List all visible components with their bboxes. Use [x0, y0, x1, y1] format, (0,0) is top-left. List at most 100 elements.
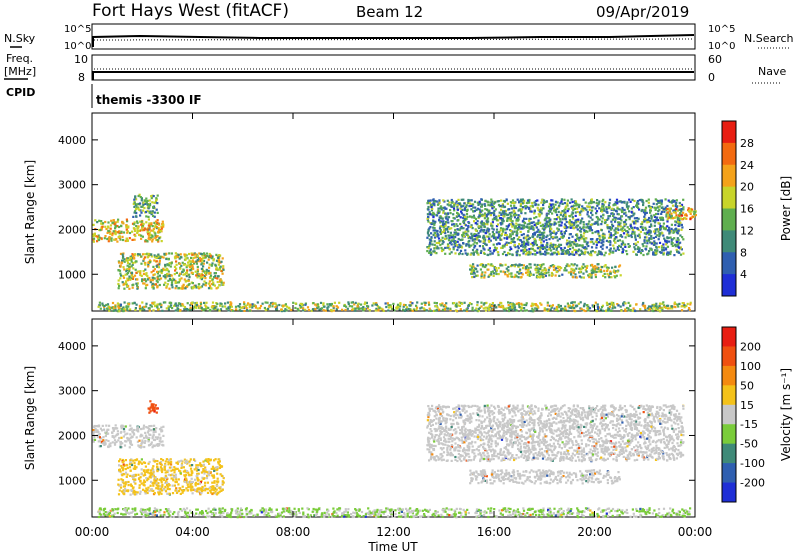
echo-cell	[453, 202, 456, 205]
echo-cell	[214, 458, 217, 461]
echo-cell	[150, 253, 153, 256]
echo-cell	[525, 205, 528, 208]
echo-cell	[628, 198, 631, 201]
echo-cell	[183, 255, 187, 258]
echo-cell	[442, 220, 445, 223]
echo-cell	[561, 218, 564, 221]
echo-cell	[129, 439, 132, 443]
echo-cell	[678, 218, 681, 221]
echo-cell	[121, 220, 124, 223]
echo-cell	[467, 226, 470, 229]
echo-cell	[582, 237, 585, 240]
echo-cell	[274, 302, 277, 305]
echo-cell	[627, 245, 630, 248]
echo-cell	[442, 241, 445, 244]
echo-cell	[676, 218, 679, 221]
echo-cell	[448, 227, 451, 230]
echo-cell	[154, 430, 157, 433]
echo-cell	[362, 306, 365, 309]
echo-cell	[492, 211, 495, 214]
echo-cell	[440, 205, 443, 208]
echo-cell	[554, 268, 557, 271]
echo-cell	[507, 241, 510, 245]
echo-cell	[560, 266, 563, 270]
echo-cell	[480, 198, 483, 201]
echo-cell	[528, 227, 531, 230]
echo-cell	[634, 220, 637, 223]
echo-cell	[588, 276, 591, 279]
echo-cell	[559, 218, 562, 221]
echo-cell	[315, 304, 318, 307]
echo-cell	[153, 301, 156, 304]
echo-cell	[111, 221, 114, 224]
echo-cell	[591, 218, 594, 221]
echo-cell	[550, 207, 553, 210]
echo-cell	[570, 273, 573, 276]
echo-cell	[576, 207, 579, 210]
echo-cell	[595, 238, 598, 241]
echo-cell	[618, 265, 621, 268]
echo-cell	[140, 220, 143, 223]
echo-cell	[151, 282, 154, 285]
echo-cell	[607, 240, 610, 243]
echo-cell	[540, 244, 543, 247]
echo-cell	[608, 233, 611, 236]
echo-cell	[460, 205, 463, 208]
echo-cell	[127, 480, 130, 484]
echo-cell	[382, 309, 385, 312]
echo-cell	[482, 234, 485, 237]
echo-cell	[141, 301, 144, 304]
echo-cell	[472, 234, 475, 237]
echo-cell	[264, 301, 267, 304]
echo-cell	[521, 206, 524, 209]
echo-cell	[448, 201, 451, 204]
echo-cell	[99, 445, 102, 448]
echo-cell	[164, 263, 167, 266]
echo-cell	[461, 238, 464, 241]
colorbar-tick-label: 8	[740, 246, 747, 259]
echo-cell	[211, 301, 215, 304]
echo-cell	[662, 246, 665, 249]
nsky-trace	[92, 34, 695, 47]
echo-cell	[271, 302, 274, 305]
echo-cell	[274, 305, 277, 309]
echo-cell	[173, 304, 176, 307]
echo-cell	[676, 232, 679, 235]
echo-cell	[560, 247, 563, 250]
echo-cell	[491, 218, 494, 221]
echo-cell	[558, 274, 561, 277]
echo-cell	[138, 229, 142, 232]
echo-cell	[143, 305, 146, 308]
echo-cell	[522, 219, 525, 222]
echo-cell	[515, 230, 518, 233]
echo-cell	[218, 283, 221, 287]
echo-cell	[508, 272, 511, 275]
echo-cell	[666, 229, 669, 232]
echo-cell	[643, 232, 646, 235]
echo-cell	[476, 264, 479, 267]
echo-cell	[98, 440, 101, 443]
echo-cell	[140, 441, 143, 444]
echo-cell	[186, 269, 189, 272]
echo-cell	[148, 307, 151, 310]
echo-cell	[629, 224, 632, 227]
echo-cell	[145, 210, 148, 214]
echo-cell	[374, 303, 377, 306]
echo-cell	[603, 236, 606, 239]
echo-cell	[393, 309, 396, 312]
echo-cell	[454, 242, 457, 245]
echo-cell	[664, 247, 668, 250]
echo-cell	[100, 220, 103, 223]
echo-cell	[507, 301, 510, 304]
echo-cell	[154, 237, 157, 240]
echo-cell	[616, 231, 619, 234]
echo-cell	[638, 247, 641, 250]
echo-cell	[501, 264, 504, 267]
echo-cell	[541, 198, 544, 202]
freq-trace	[92, 71, 694, 80]
echo-cell	[560, 221, 563, 224]
echo-cell	[147, 468, 150, 471]
echo-cell	[162, 301, 165, 304]
echo-cell	[558, 245, 561, 248]
echo-cell	[364, 301, 367, 304]
